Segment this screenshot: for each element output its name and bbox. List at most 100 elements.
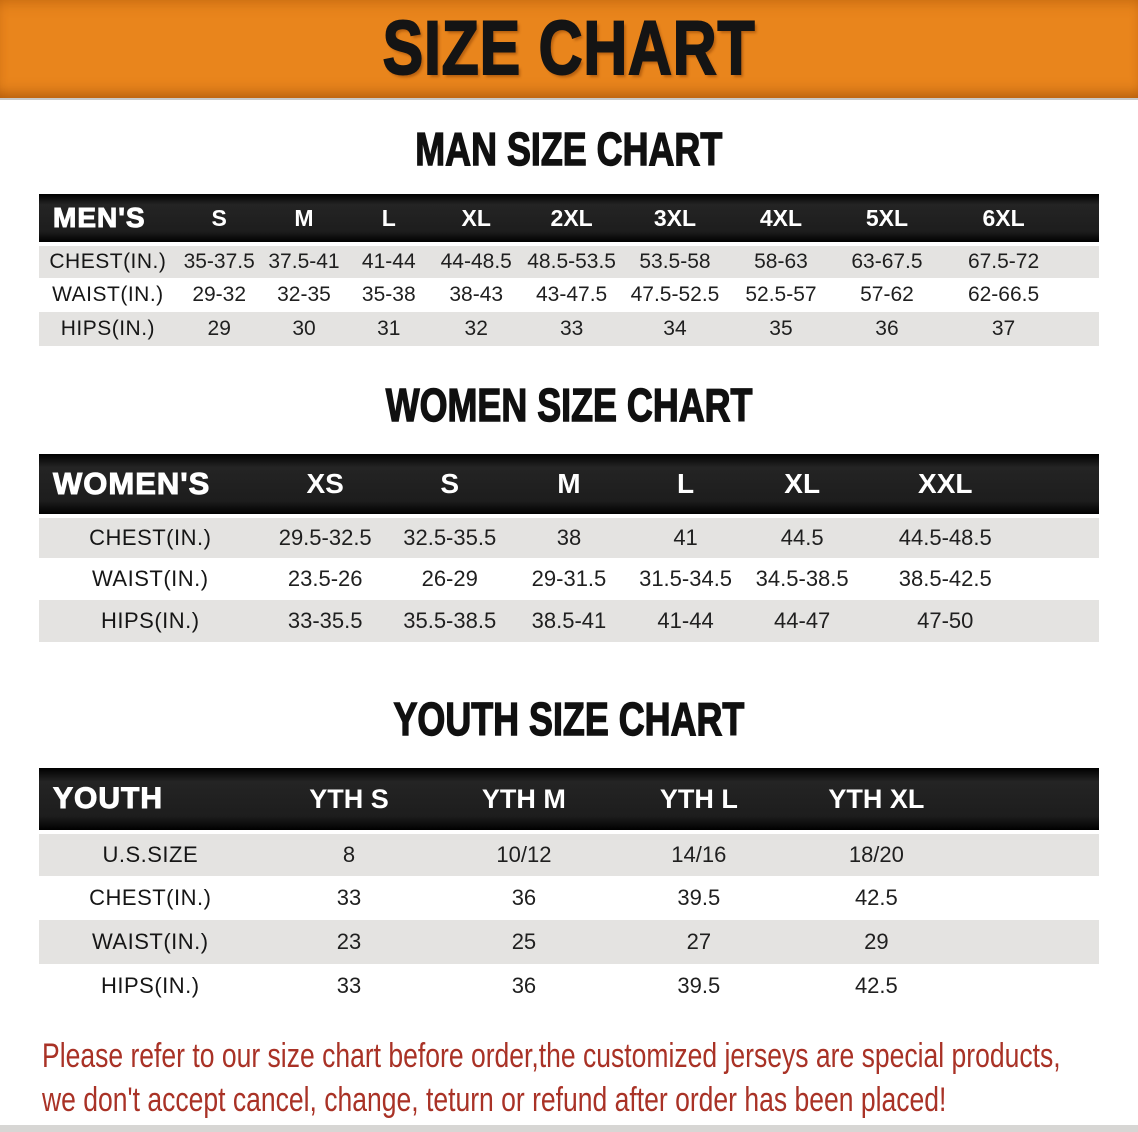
size-column-header: 6XL (939, 194, 1068, 246)
size-column-header: YTH M (436, 768, 612, 834)
size-value-cell: 48.5-53.5 (527, 250, 616, 273)
size-value-cell: 36 (511, 973, 537, 998)
size-value-cell: 29-31.5 (531, 566, 607, 591)
table-row: WAIST(IN.) 23 25 27 29 (39, 920, 1099, 964)
banner: SIZE CHART (0, 0, 1138, 100)
size-value-cell: 52.5-57 (745, 283, 817, 306)
size-column-header: XS (261, 454, 389, 518)
size-value-cell: 33 (336, 973, 362, 998)
youth-table-title: YOUTH (39, 768, 262, 834)
size-column-header: 2XL (521, 194, 622, 246)
size-value-cell: 41-44 (361, 250, 416, 273)
size-value-cell: 38 (556, 525, 582, 550)
filler-cell (1067, 194, 1099, 246)
filler-cell (1067, 312, 1099, 346)
size-value-cell: 10/12 (496, 842, 552, 867)
size-column-header: S (388, 454, 511, 518)
size-value-cell: 39.5 (677, 885, 721, 910)
size-value-cell: 38.5-42.5 (898, 566, 992, 591)
size-column-header: S (176, 194, 262, 246)
men-table-title: MEN'S (39, 194, 177, 246)
filler-cell (1030, 600, 1099, 642)
filler-cell (1030, 454, 1099, 518)
size-value-cell: 47.5-52.5 (630, 283, 720, 306)
filler-cell (1030, 558, 1099, 600)
disclaimer: Please refer to our size chart before or… (42, 1034, 1138, 1122)
size-value-cell: 25 (511, 929, 537, 954)
table-row: WAIST(IN.) 29-32 32-35 35-38 38-43 43-47… (39, 278, 1099, 312)
size-column-header: L (346, 194, 432, 246)
size-value-cell: 41-44 (657, 608, 714, 633)
page-title: SIZE CHART (382, 6, 756, 91)
size-value-cell: 42.5 (854, 973, 898, 998)
row-label: CHEST(IN.) (89, 525, 212, 550)
size-value-cell: 29 (864, 929, 889, 954)
size-value-cell: 62-66.5 (967, 283, 1040, 306)
size-value-cell: 38.5-41 (531, 608, 607, 633)
youth-size-table: YOUTH YTH S YTH M YTH L YTH XL U.S.SIZE … (39, 768, 1099, 1008)
size-value-cell: 30 (292, 317, 316, 340)
filler-cell (1030, 516, 1099, 558)
size-value-cell: 67.5-72 (967, 250, 1040, 273)
row-label: CHEST(IN.) (49, 250, 167, 273)
size-value-cell: 36 (875, 317, 899, 340)
size-value-cell: 14/16 (671, 842, 727, 867)
size-column-header: 3XL (621, 194, 728, 246)
size-value-cell: 29-32 (192, 283, 247, 306)
filler-cell (1067, 278, 1099, 312)
row-label: HIPS(IN.) (100, 608, 200, 633)
filler-cell (966, 768, 1099, 834)
size-value-cell: 32 (464, 317, 488, 340)
size-value-cell: 27 (686, 929, 712, 954)
size-value-cell: 42.5 (854, 885, 898, 910)
size-column-header: L (627, 454, 744, 518)
size-value-cell: 35 (769, 317, 793, 340)
size-column-header: YTH S (261, 768, 437, 834)
men-section: MAN SIZE CHART MEN'S S M L XL 2XL 3XL 4X… (0, 123, 1138, 346)
row-label: WAIST(IN.) (52, 283, 164, 306)
size-value-cell: 31 (377, 317, 401, 340)
size-value-cell: 23.5-26 (287, 566, 363, 591)
size-column-header: M (510, 454, 628, 518)
men-section-heading: MAN SIZE CHART (415, 123, 723, 175)
row-label: HIPS(IN.) (100, 973, 200, 998)
size-value-cell: 33 (559, 317, 584, 340)
size-value-cell: 36 (511, 885, 537, 910)
size-value-cell: 47-50 (917, 608, 974, 633)
size-column-header: XL (743, 454, 861, 518)
row-label: WAIST(IN.) (91, 566, 209, 591)
table-row: HIPS(IN.) 33-35.5 35.5-38.5 38.5-41 41-4… (39, 600, 1099, 642)
table-row: HIPS(IN.) 29 30 31 32 33 34 35 36 37 (39, 312, 1099, 346)
size-value-cell: 41 (673, 525, 698, 550)
women-table-title: WOMEN'S (39, 454, 262, 518)
row-label: CHEST(IN.) (89, 885, 212, 910)
filler-cell (966, 964, 1099, 1008)
size-column-header: 4XL (727, 194, 834, 246)
size-value-cell: 8 (342, 842, 356, 867)
size-value-cell: 33 (336, 885, 362, 910)
youth-header-row: YOUTH YTH S YTH M YTH L YTH XL (39, 768, 1099, 834)
size-value-cell: 31.5-34.5 (639, 566, 733, 591)
table-row: WAIST(IN.) 23.5-26 26-29 29-31.5 31.5-34… (39, 558, 1099, 600)
size-value-cell: 32-35 (277, 283, 331, 306)
size-value-cell: 58-63 (754, 250, 808, 273)
row-label: WAIST(IN.) (91, 929, 209, 954)
size-value-cell: 44.5-48.5 (898, 525, 992, 550)
size-value-cell: 38-43 (449, 283, 504, 306)
size-value-cell: 34.5-38.5 (755, 566, 849, 591)
size-value-cell: 37 (991, 317, 1016, 340)
size-value-cell: 43-47.5 (536, 283, 608, 306)
size-value-cell: 57-62 (860, 283, 914, 306)
bottom-strip (0, 1125, 1138, 1132)
size-column-header: M (261, 194, 347, 246)
youth-section-heading: YOUTH SIZE CHART (393, 693, 745, 745)
table-row: CHEST(IN.) 33 36 39.5 42.5 (39, 876, 1099, 920)
filler-cell (1067, 244, 1099, 278)
size-value-cell: 44.5 (780, 525, 824, 550)
size-value-cell: 33-35.5 (287, 608, 363, 633)
size-value-cell: 44-48.5 (440, 250, 512, 273)
table-row: CHEST(IN.) 29.5-32.5 32.5-35.5 38 41 44.… (39, 516, 1099, 558)
table-row: HIPS(IN.) 33 36 39.5 42.5 (39, 964, 1099, 1008)
size-column-header: YTH XL (786, 768, 967, 834)
